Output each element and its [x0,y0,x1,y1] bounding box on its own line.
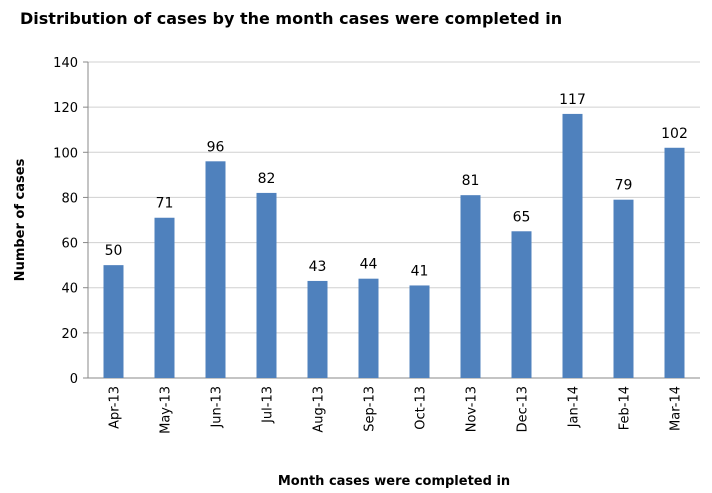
bar [613,199,634,378]
bar [358,278,379,378]
y-tick-label: 80 [61,191,78,206]
data-label: 71 [156,196,174,212]
bar [103,265,124,378]
data-label: 41 [411,263,429,279]
x-tick-label: Jun-13 [210,386,225,429]
data-label: 43 [309,259,327,275]
y-tick-label: 100 [53,146,78,161]
y-tick-label: 0 [70,372,78,387]
x-tick-label: May-13 [159,386,174,434]
data-label: 50 [105,243,123,259]
bar [409,285,430,378]
x-tick-label: Aug-13 [312,386,327,433]
data-label: 44 [360,257,378,273]
x-tick-label: Mar-14 [669,386,684,431]
x-tick-label: Jan-14 [567,386,582,428]
data-label: 102 [661,126,688,142]
x-axis-label: Month cases were completed in [278,474,510,489]
bar [511,231,532,378]
y-tick-label: 20 [61,327,78,342]
bar [562,113,583,379]
bar [256,192,277,378]
bar [154,217,175,378]
data-label: 96 [207,139,225,155]
x-tick-label: Oct-13 [414,386,429,430]
data-label: 81 [462,173,480,189]
y-tick-label: 140 [53,56,78,71]
x-tick-label: Jul-13 [261,386,276,424]
x-tick-label: Dec-13 [516,386,531,432]
y-tick-label: 40 [61,282,78,297]
x-tick-label: Apr-13 [108,386,123,429]
bar [664,147,685,378]
bar [460,195,481,378]
data-label: 79 [615,178,633,194]
x-tick-label: Sep-13 [363,386,378,432]
x-tick-label: Feb-14 [618,386,633,430]
y-tick-label: 60 [61,237,78,252]
data-label: 82 [258,171,276,187]
data-label: 65 [513,209,531,225]
bar [205,161,226,378]
y-axis-label: Number of cases [13,158,28,281]
bar [307,280,328,378]
y-tick-label: 120 [53,101,78,116]
x-tick-label: Nov-13 [465,386,480,432]
chart-title: Distribution of cases by the month cases… [20,9,562,28]
data-label: 117 [559,92,586,108]
